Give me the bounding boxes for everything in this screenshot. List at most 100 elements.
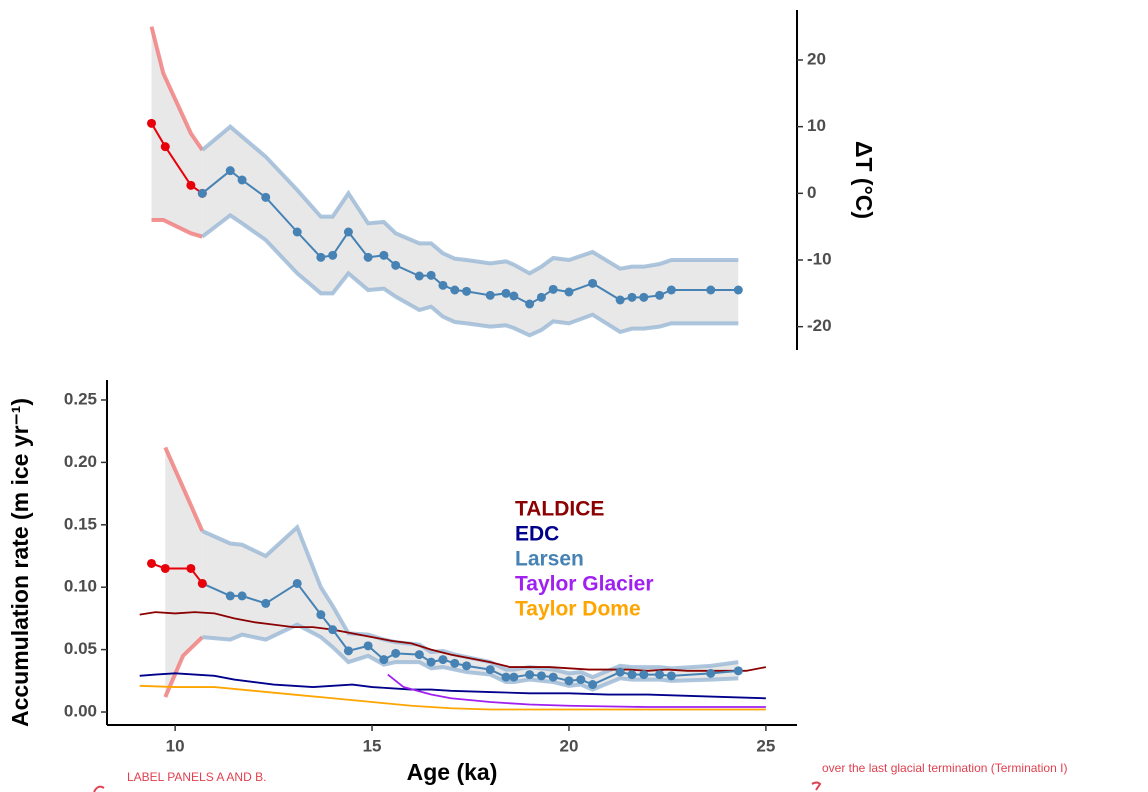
y-tick-label: 0.00: [64, 702, 97, 721]
data-point: [261, 192, 271, 202]
data-point: [197, 188, 207, 198]
data-point: [343, 646, 353, 656]
series-line: [150, 122, 203, 195]
legend-entry: EDC: [515, 523, 559, 546]
data-point: [160, 563, 170, 573]
data-point: [391, 260, 401, 270]
data-point: [379, 250, 389, 260]
data-point: [536, 292, 546, 302]
annotation: LABEL PANELS A AND B.: [127, 770, 266, 784]
band-upper: [149, 26, 204, 152]
annotation: over the last glacial termination (Termi…: [822, 761, 1067, 775]
data-point: [225, 591, 235, 601]
legend-entry: Taylor Glacier: [515, 573, 654, 596]
x-tick-label: 10: [166, 736, 185, 755]
data-point: [509, 291, 519, 301]
data-point: [379, 655, 389, 665]
data-point: [548, 284, 558, 294]
annotation-mark: [93, 785, 105, 792]
band-lower: [163, 635, 204, 698]
data-point: [639, 670, 649, 680]
y-tick-label: 20: [807, 49, 826, 68]
data-point: [450, 285, 460, 295]
y-tick-label: 0.15: [64, 514, 97, 533]
legend-entry: Larsen: [515, 548, 584, 571]
data-point: [414, 271, 424, 281]
y-tick-label: 10: [807, 116, 826, 135]
y-axis-title: ΔT (°C): [851, 141, 877, 219]
data-point: [343, 227, 353, 237]
data-point: [588, 680, 598, 690]
data-point: [564, 676, 574, 686]
series-line: [387, 673, 766, 708]
data-point: [627, 670, 637, 680]
data-point: [666, 671, 676, 681]
data-point: [292, 578, 302, 588]
series-line: [139, 684, 766, 711]
data-point: [462, 661, 472, 671]
y-tick-label: 0.20: [64, 452, 97, 471]
data-point: [450, 658, 460, 668]
data-point: [501, 288, 511, 298]
data-point: [627, 292, 637, 302]
x-axis-title: Age (ka): [407, 759, 498, 785]
data-point: [292, 227, 302, 237]
legend-entry: TALDICE: [515, 498, 604, 521]
data-point: [391, 648, 401, 658]
y-tick-label: 0: [807, 183, 816, 202]
x-tick-label: 15: [363, 736, 382, 755]
band-upper: [201, 124, 739, 276]
series-line: [139, 672, 766, 700]
data-point: [485, 290, 495, 300]
data-point: [316, 252, 326, 262]
data-point: [261, 598, 271, 608]
y-tick-label: -20: [807, 316, 832, 335]
y-tick-label: 0.05: [64, 639, 97, 658]
y-tick-label: 0.10: [64, 577, 97, 596]
series-line: [139, 611, 767, 672]
data-point: [414, 650, 424, 660]
uncertainty-band: [202, 126, 739, 336]
y-axis-title: Accumulation rate (m ice yr⁻¹): [7, 398, 33, 727]
band-lower: [151, 218, 203, 239]
band-upper: [163, 446, 205, 532]
x-tick-label: 20: [560, 736, 579, 755]
data-point: [655, 290, 665, 300]
data-point: [363, 641, 373, 651]
data-point: [548, 672, 558, 682]
data-point: [536, 671, 546, 681]
data-point: [197, 578, 207, 588]
data-point: [160, 142, 170, 152]
data-point: [147, 118, 157, 128]
data-point: [525, 670, 535, 680]
data-point: [237, 175, 247, 185]
data-point: [733, 666, 743, 676]
data-point: [186, 180, 196, 190]
data-point: [615, 295, 625, 305]
data-point: [147, 558, 157, 568]
data-point: [706, 285, 716, 295]
data-point: [462, 286, 472, 296]
annotation-mark: [811, 781, 822, 791]
data-point: [615, 667, 625, 677]
data-point: [509, 672, 519, 682]
data-point: [363, 252, 373, 262]
data-point: [426, 657, 436, 667]
data-point: [316, 610, 326, 620]
data-point: [237, 591, 247, 601]
data-point: [225, 166, 235, 176]
data-point: [655, 670, 665, 680]
data-point: [438, 280, 448, 290]
series-line: [151, 562, 204, 585]
data-point: [328, 625, 338, 635]
y-tick-label: -10: [807, 249, 832, 268]
data-point: [564, 287, 574, 297]
data-point: [639, 292, 649, 302]
band-lower: [201, 212, 739, 338]
data-point: [706, 668, 716, 678]
data-point: [666, 285, 676, 295]
data-point: [328, 250, 338, 260]
data-point: [186, 563, 196, 573]
uncertainty-band: [165, 447, 203, 698]
